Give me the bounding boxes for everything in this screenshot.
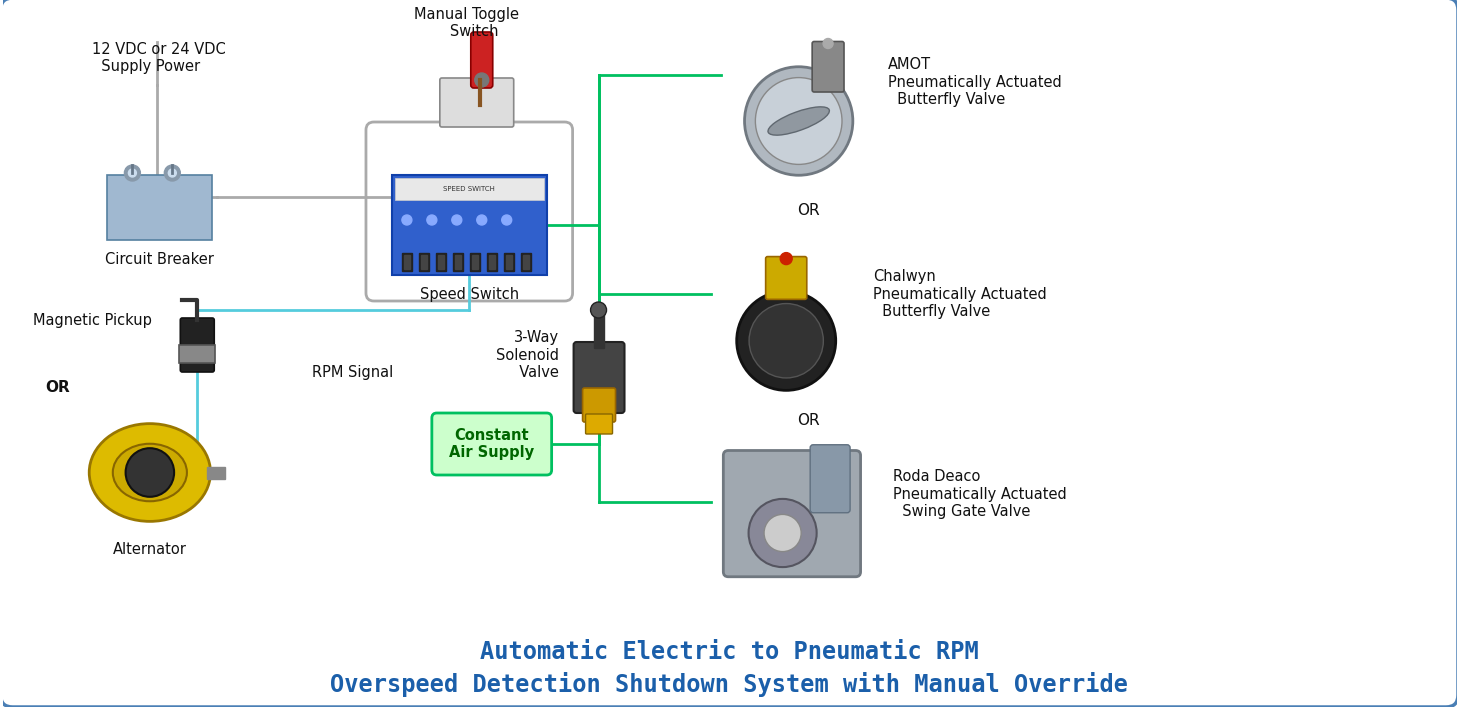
Circle shape [590,302,606,318]
FancyBboxPatch shape [723,450,861,577]
FancyBboxPatch shape [471,32,492,88]
Text: Overspeed Detection Shutdown System with Manual Override: Overspeed Detection Shutdown System with… [331,672,1128,697]
Text: Constant
Air Supply: Constant Air Supply [449,428,535,460]
Bar [472,255,478,269]
Text: Alternator: Alternator [114,542,186,557]
Ellipse shape [112,444,186,501]
FancyBboxPatch shape [431,413,552,475]
Bar [523,255,529,269]
Text: Manual Toggle
   Switch: Manual Toggle Switch [414,7,519,40]
Bar [487,253,497,271]
FancyBboxPatch shape [574,342,625,413]
Bar [207,467,226,479]
Text: OR: OR [797,203,820,218]
Bar [436,253,446,271]
Circle shape [749,499,817,567]
Text: SPEED SWITCH: SPEED SWITCH [443,186,495,192]
Bar [421,255,427,269]
FancyBboxPatch shape [586,414,612,434]
Bar [453,253,463,271]
Circle shape [737,291,836,390]
Circle shape [476,215,487,225]
Circle shape [475,73,488,87]
Text: Speed Switch: Speed Switch [420,287,519,302]
FancyBboxPatch shape [108,175,213,240]
FancyBboxPatch shape [765,257,807,299]
FancyBboxPatch shape [812,42,844,92]
Circle shape [402,215,412,225]
Circle shape [169,169,176,177]
Text: AMOT
Pneumatically Actuated
  Butterfly Valve: AMOT Pneumatically Actuated Butterfly Va… [887,57,1062,107]
Circle shape [165,165,181,181]
Text: Chalwyn
Pneumatically Actuated
  Butterfly Valve: Chalwyn Pneumatically Actuated Butterfly… [873,269,1046,319]
Text: OR: OR [45,380,70,395]
Bar [418,253,428,271]
Circle shape [125,448,175,497]
Text: OR: OR [797,413,820,428]
FancyBboxPatch shape [179,345,216,363]
Bar [402,253,412,271]
Bar [455,255,460,269]
Circle shape [745,66,852,175]
Bar [488,255,495,269]
Text: Circuit Breaker: Circuit Breaker [105,252,214,267]
Circle shape [427,215,437,225]
Circle shape [755,78,842,165]
Circle shape [823,38,833,49]
Bar [506,255,511,269]
Circle shape [749,303,823,378]
Text: 12 VDC or 24 VDC
  Supply Power: 12 VDC or 24 VDC Supply Power [92,42,226,74]
Circle shape [501,215,511,225]
FancyBboxPatch shape [583,388,615,422]
Text: Automatic Electric to Pneumatic RPM: Automatic Electric to Pneumatic RPM [479,640,979,664]
Bar [593,310,603,348]
Bar [404,255,409,269]
Circle shape [124,165,140,181]
FancyBboxPatch shape [181,318,214,372]
Circle shape [452,215,462,225]
FancyBboxPatch shape [395,178,543,200]
Text: Magnetic Pickup: Magnetic Pickup [34,312,153,327]
Bar [439,255,444,269]
Text: Roda Deaco
Pneumatically Actuated
  Swing Gate Valve: Roda Deaco Pneumatically Actuated Swing … [893,469,1067,519]
Text: 3-Way
Solenoid
  Valve: 3-Way Solenoid Valve [495,330,558,380]
Circle shape [779,252,793,264]
Bar [504,253,514,271]
FancyBboxPatch shape [392,175,546,275]
Bar [520,253,530,271]
Ellipse shape [768,107,829,135]
FancyBboxPatch shape [440,78,514,127]
Ellipse shape [89,423,210,521]
Bar [469,253,479,271]
Text: RPM Signal: RPM Signal [312,365,393,380]
FancyBboxPatch shape [810,445,849,513]
Circle shape [128,169,137,177]
Circle shape [763,515,801,551]
